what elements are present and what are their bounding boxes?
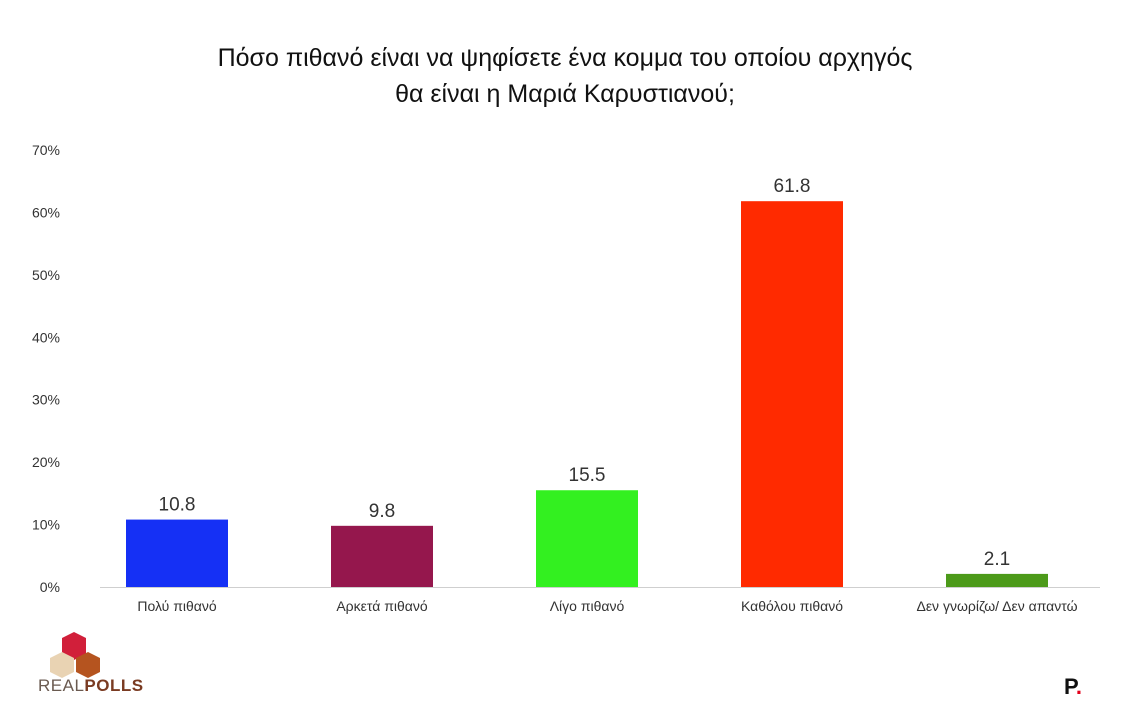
y-tick-label: 40% — [32, 329, 60, 345]
realpolls-logo — [36, 630, 136, 700]
x-category-label: Δεν γνωρίζω/ Δεν απαντώ — [916, 598, 1077, 614]
y-tick-label: 30% — [32, 392, 60, 408]
chart-title-line-1: Πόσο πιθανό είναι να ψηφίσετε ένα κομμα … — [217, 44, 913, 72]
bar — [536, 490, 638, 587]
bar-value-label: 2.1 — [984, 549, 1010, 570]
chart-title-line-2: θα είναι η Μαριά Καρυστιανού; — [395, 80, 735, 108]
bar-value-label: 10.8 — [159, 495, 196, 516]
y-tick-label: 70% — [32, 142, 60, 158]
bar-value-label: 15.5 — [569, 465, 606, 486]
bar — [126, 519, 228, 587]
chart-title: Πόσο πιθανό είναι να ψηφίσετε ένα κομμα … — [0, 40, 1130, 112]
bar — [946, 573, 1048, 587]
y-tick-label: 60% — [32, 204, 60, 220]
bar-value-label: 9.8 — [369, 501, 395, 522]
y-tick-label: 20% — [32, 454, 60, 470]
x-category-label: Καθόλου πιθανό — [741, 598, 843, 614]
x-category-label: Πολύ πιθανό — [137, 598, 216, 614]
x-category-label: Αρκετά πιθανό — [336, 598, 428, 614]
realpolls-wordmark: REALPOLLS — [38, 676, 144, 695]
y-tick-label: 0% — [40, 579, 60, 595]
y-tick-label: 10% — [32, 517, 60, 533]
bar — [741, 201, 843, 588]
y-tick-label: 50% — [32, 267, 60, 283]
realpolls-cubes-icon — [50, 632, 100, 678]
publisher-logo: P. — [1064, 674, 1082, 699]
x-category-label: Λίγο πιθανό — [550, 598, 625, 614]
bar-value-label: 61.8 — [774, 176, 811, 197]
bar — [331, 525, 433, 587]
